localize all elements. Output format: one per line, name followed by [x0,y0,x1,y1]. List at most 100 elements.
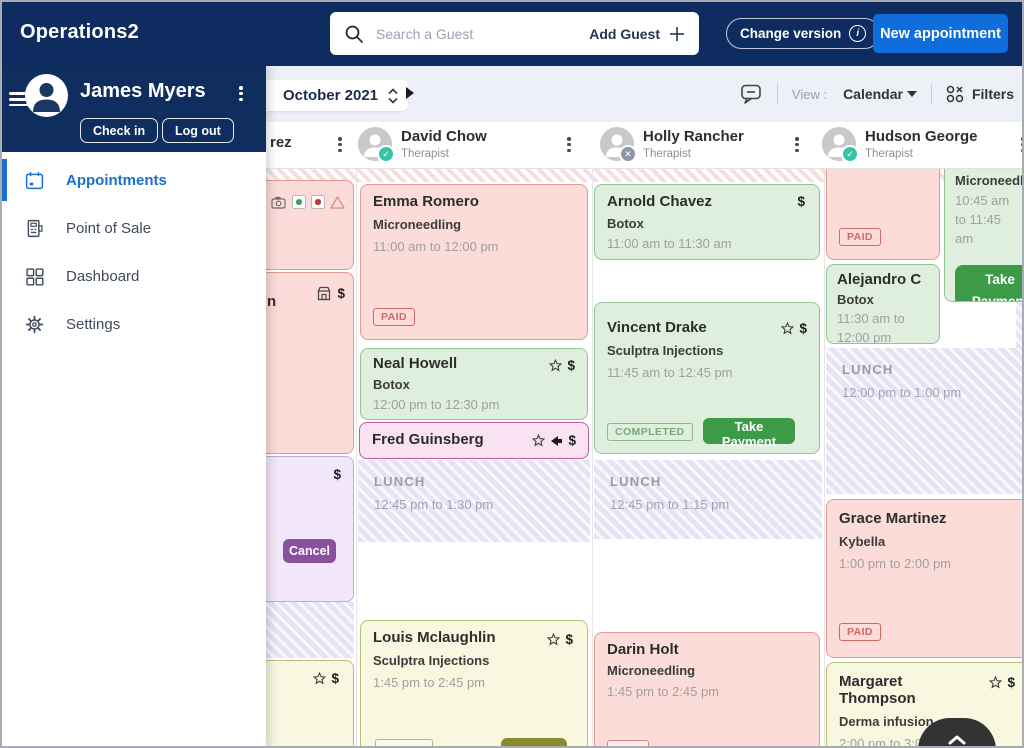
appointment-card-arnold-chavez[interactable]: Arnold Chavez Botox 11:00 am to 11:30 am… [594,184,820,260]
next-day-arrow[interactable] [406,87,414,99]
guest-name: Alejandro C [837,271,922,288]
blocked-time-hatch [266,602,354,658]
search-input[interactable] [374,24,590,43]
payment-due-icon: $ [799,321,807,336]
time-range: 11:30 am to 12:00 pm [837,311,905,344]
view-value: Calendar [843,86,903,102]
appointment-card-fred-guinsberg[interactable]: Fred Guinsberg $ [359,422,589,459]
service-name: Microneedling [373,217,462,232]
service-name: Sculptra Injections [607,343,724,358]
service-name: Derma infusion [839,714,934,729]
payment-due-icon: $ [567,358,575,373]
service-name: Kybella [839,534,886,549]
paid-badge: PAID [373,308,415,326]
time-range: 1:45 pm to 2:45 pm [607,684,720,699]
log-out-button[interactable]: Log out [162,118,234,143]
payment-due-icon: $ [797,194,805,209]
gear-icon [25,315,44,333]
staff-menu-kebab-icon[interactable] [333,133,347,155]
appointment-card-alejandro-c[interactable]: Alejandro C Botox 11:30 am to 12:00 pm [826,264,940,344]
sidebar-item-dashboard[interactable]: Dashboard [2,256,266,296]
sidebar-item-label: Appointments [66,171,167,189]
lunch-label: LUNCH [610,474,662,489]
staff-menu-kebab-icon[interactable] [562,133,576,155]
add-guest-label: Add Guest [589,25,660,42]
staff-menu-kebab-icon[interactable] [790,133,804,155]
calendar-toolbar: October 2021 View : Calendar Filters [250,66,1022,122]
service-name: Microneedling [607,663,696,678]
red-status-icon [311,195,325,209]
appointment-card-vincent-drake[interactable]: Vincent Drake Sculptra Injections 11:45 … [594,302,820,454]
avatar: ✓ [358,127,395,163]
appointment-card-louis-mclaughlin[interactable]: Louis Mclaughlin Sculptra Injections 1:4… [360,620,588,746]
date-selector[interactable]: October 2021 [250,80,408,111]
column-divider [356,168,357,746]
unavailable-x-icon: ✕ [619,145,637,163]
appointment-card-emma-romero[interactable]: Emma Romero Microneedling 11:00 am to 12… [360,184,588,340]
guest-search-bar[interactable]: Add Guest [330,12,699,55]
appointment-card-partial[interactable]: Microneedling 10:45 am to 11:45 am Take … [944,168,1024,302]
column-divider [824,168,825,746]
top-bar: Operations2 Add Guest Change version i N… [2,2,1022,66]
sidebar-item-settings[interactable]: Settings [2,304,266,344]
sidebar-item-appointments[interactable]: Appointments [2,160,266,200]
filter-icon [946,85,964,103]
appointment-card-partial[interactable]: PAID [826,168,940,260]
hamburger-menu-icon[interactable] [9,89,28,110]
service-name: Microneedling [955,173,1024,188]
time-range: 1:45 pm to 2:45 pm [373,675,486,690]
star-icon [313,672,327,685]
sidebar-item-point-of-sale[interactable]: Point of Sale [2,208,266,248]
user-panel: James Myers Check in Log out [2,66,266,152]
add-guest-button[interactable]: Add Guest [589,26,685,42]
appointment-card-grace-martinez[interactable]: Grace Martinez Kybella 1:00 pm to 2:00 p… [826,499,1022,658]
change-version-button[interactable]: Change version i [726,18,881,49]
staff-role: Therapist [865,148,913,160]
lunch-label: LUNCH [842,362,894,377]
divider [776,84,778,104]
time-range: 11:00 am to 12:00 pm [373,239,499,254]
avatar: ✕ [600,127,637,163]
filters-button[interactable]: Filters [946,85,1014,103]
staff-name: Hudson George [865,128,978,145]
green-status-icon [292,195,306,209]
date-stepper-icon[interactable] [388,87,398,104]
time-range: 11:00 am to 11:30 am [607,236,732,251]
plus-icon [670,26,684,41]
brand-logo: Operations2 [20,21,139,43]
pos-terminal-icon [27,219,43,237]
lunch-time: 12:45 pm to 1:30 pm [374,497,494,512]
view-dropdown[interactable]: Calendar [841,86,917,102]
partial-button[interactable] [501,738,567,746]
take-payment-button[interactable]: Take Payment [703,418,795,449]
service-name: Botox [607,216,644,231]
time-range: 10:45 am to 11:45 am [955,193,1010,246]
appointment-card-darin-holt[interactable]: Darin Holt Microneedling 1:45 pm to 2:45… [594,632,820,746]
staff-menu-kebab-icon[interactable] [1016,133,1022,155]
appointment-card-neal-howell[interactable]: Neal Howell Botox 12:00 pm to 12:30 pm $ [360,348,588,420]
lunch-time: 12:00 pm to 1:00 pm [842,385,962,400]
chat-icon[interactable] [739,83,763,105]
date-label: October 2021 [282,87,378,104]
lunch-label: LUNCH [374,474,426,489]
payment-due-icon: $ [331,671,339,686]
star-icon [532,434,546,447]
take-payment-button[interactable]: Take Payment [955,265,1022,301]
completed-badge: COMPLETED [607,423,693,441]
staff-header-david-chow[interactable]: ✓ David Chow Therapist [358,127,487,163]
staff-header-holly-rancher[interactable]: ✕ Holly Rancher Therapist [600,127,744,163]
check-in-button[interactable]: Check in [80,118,159,143]
staff-header-hudson-george[interactable]: ✓ Hudson George Therapist [822,127,978,163]
star-icon [781,322,795,335]
cancel-button[interactable]: Cancel [283,539,336,563]
sidebar-item-label: Point of Sale [66,219,152,237]
guest-name: Vincent Drake [607,319,707,336]
user-menu-kebab-icon[interactable] [234,82,248,104]
time-range: 2:00 pm to 3:00 pm [839,736,952,748]
staff-name: Holly Rancher [643,128,744,145]
guest-name: Fred Guinsberg [372,431,484,448]
new-appointment-button[interactable]: New appointment [873,14,1008,53]
lunch-block-holly: LUNCH 12:45 pm to 1:15 pm [594,460,822,539]
available-check-icon: ✓ [377,145,395,163]
